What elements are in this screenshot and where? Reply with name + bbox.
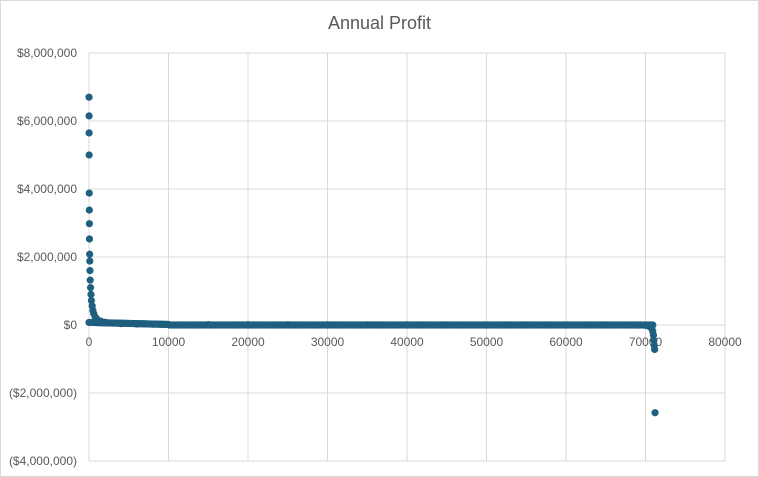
y-tick-label: $2,000,000 [17, 250, 77, 264]
gridlines [88, 52, 726, 462]
data-point [86, 276, 94, 284]
data-point [651, 409, 659, 417]
y-tick-label: $6,000,000 [17, 114, 77, 128]
y-tick-label: $8,000,000 [17, 46, 77, 60]
data-points [85, 93, 659, 417]
y-tick-label: ($4,000,000) [9, 454, 77, 468]
data-point [86, 267, 94, 275]
y-tick-label: ($2,000,000) [9, 386, 77, 400]
chart-title: Annual Profit [327, 13, 432, 33]
data-point [85, 129, 93, 137]
x-tick-labels: 0 10000 20000 30000 40000 50000 60000 70000 8000… [86, 335, 742, 349]
data-point [86, 257, 94, 265]
data-point [649, 321, 657, 329]
data-point [85, 189, 93, 197]
data-point [85, 220, 93, 228]
x-tick-label: 20000 [231, 335, 265, 349]
x-tick-label: 60000 [549, 335, 583, 349]
data-point [651, 345, 659, 354]
x-tick-label: 10000 [152, 335, 186, 349]
data-point [85, 151, 93, 159]
data-point [86, 250, 94, 258]
data-point [85, 112, 93, 120]
y-tick-label: $0 [64, 318, 78, 332]
data-point [85, 206, 93, 214]
data-point [86, 284, 95, 292]
x-tick-label: 50000 [470, 335, 504, 349]
data-point [85, 235, 94, 243]
y-tick-labels: $8,000,000 $6,000,000 $4,000,000 $2,000,000… [9, 46, 77, 468]
data-point [87, 290, 95, 298]
x-tick-label: 0 [86, 335, 93, 349]
x-tick-label: 40000 [390, 335, 424, 349]
data-point [85, 93, 93, 101]
y-tick-label: $4,000,000 [17, 182, 77, 196]
x-tick-label: 80000 [708, 335, 742, 349]
data-point [87, 296, 95, 305]
x-tick-label: 30000 [311, 335, 345, 349]
